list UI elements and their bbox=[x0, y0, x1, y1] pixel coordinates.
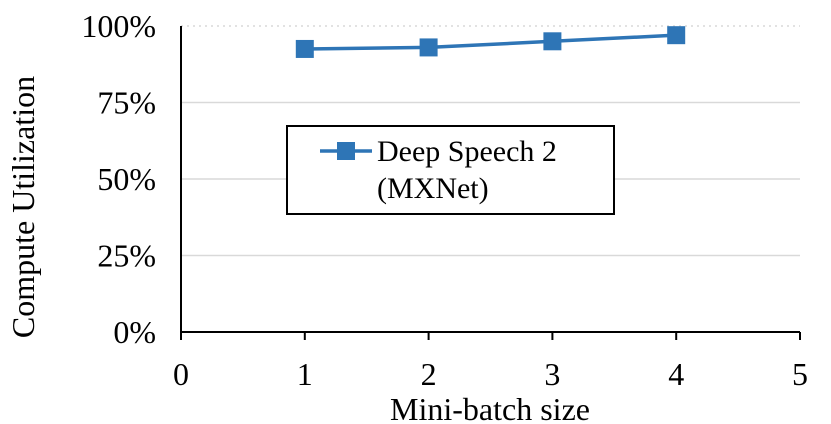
y-tick-label: 75% bbox=[97, 85, 156, 121]
y-tick-label: 100% bbox=[81, 8, 156, 44]
x-axis-title: Mini-batch size bbox=[390, 391, 590, 424]
x-tick-label: 4 bbox=[668, 356, 684, 392]
series-layer bbox=[295, 26, 686, 58]
axes bbox=[180, 26, 800, 333]
legend: Deep Speech 2 (MXNet) bbox=[286, 125, 615, 215]
legend-series-label-line1: Deep Speech 2 bbox=[377, 135, 557, 168]
x-tick-label: 1 bbox=[297, 356, 313, 392]
y-axis-title: Compute Utilization bbox=[5, 76, 41, 338]
data-point-marker bbox=[543, 32, 562, 51]
legend-series-marker bbox=[337, 142, 355, 160]
x-tick-label: 2 bbox=[421, 356, 437, 392]
y-tick-label: 25% bbox=[97, 238, 156, 274]
y-tick-labels: 0% 25% 50% 75% 100% bbox=[81, 8, 156, 350]
y-tick-label: 50% bbox=[97, 161, 156, 197]
x-tick-label: 3 bbox=[544, 356, 560, 392]
y-tick-label: 0% bbox=[113, 314, 156, 350]
data-point-marker bbox=[295, 39, 314, 58]
data-point-marker bbox=[667, 26, 686, 45]
data-point-marker bbox=[419, 38, 438, 57]
legend-box bbox=[286, 125, 615, 215]
x-tick-label: 0 bbox=[173, 356, 189, 392]
legend-series-label-line2: (MXNet) bbox=[377, 172, 489, 205]
series-line bbox=[304, 33, 677, 51]
x-tick-label: 5 bbox=[792, 356, 808, 392]
x-tick-labels: 0 1 2 3 4 5 bbox=[173, 332, 808, 392]
